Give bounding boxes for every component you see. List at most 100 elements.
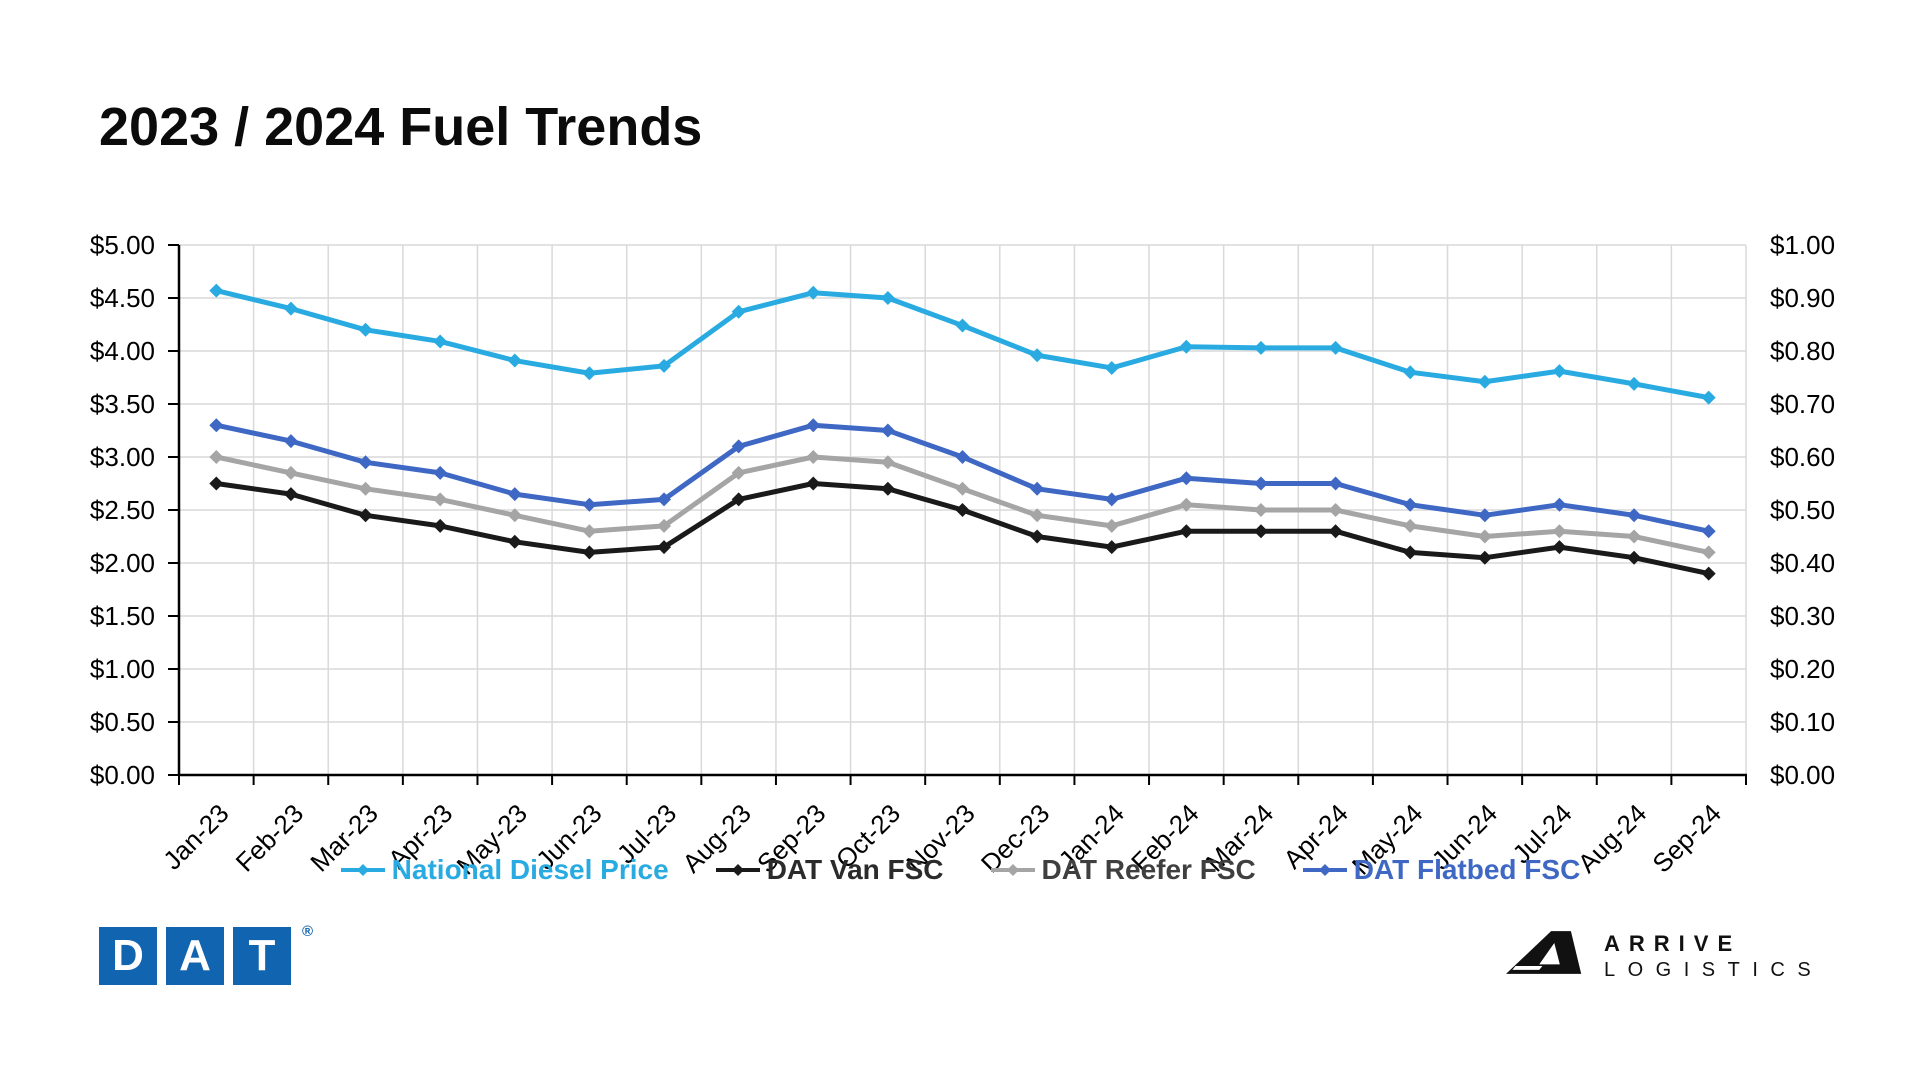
series-marker: [1253, 476, 1268, 491]
series-marker: [582, 366, 597, 381]
series-marker: [209, 283, 224, 298]
dat-letter: D: [112, 931, 144, 980]
series-marker: [1030, 508, 1045, 523]
series-marker: [1328, 503, 1343, 517]
series-marker: [806, 418, 821, 433]
series-marker: [283, 301, 298, 316]
y-axis-label-right: $0.40: [1770, 548, 1835, 578]
y-axis-label-left: $4.00: [90, 336, 155, 366]
series-marker: [1030, 348, 1045, 363]
series-marker: [1179, 497, 1194, 512]
series-marker: [507, 353, 522, 368]
series-marker: [657, 492, 672, 507]
series-marker: [1253, 340, 1268, 355]
arrive-logo-text: ARRIVE LOGISTICS: [1604, 931, 1823, 983]
series-line-dat-van-fsc: [213, 481, 1712, 577]
series-marker: [1552, 497, 1567, 512]
series-marker: [582, 524, 597, 539]
series-marker: [955, 481, 970, 496]
y-axis-label-right: $0.60: [1770, 442, 1835, 472]
series-marker: [582, 545, 597, 560]
series-marker: [1104, 492, 1119, 507]
series-line-national-diesel-price: [213, 288, 1712, 401]
y-axis-label-left: $0.50: [90, 707, 155, 737]
series-marker: [1552, 524, 1567, 539]
line-marker-icon: [340, 864, 385, 876]
series-marker: [880, 455, 895, 470]
registered-trademark-icon: ®: [302, 923, 314, 940]
legend-item-dat-reefer-fsc: DAT Reefer FSC: [990, 854, 1256, 886]
series-marker: [1477, 529, 1492, 544]
series-marker: [1328, 340, 1343, 355]
series-marker: [1104, 360, 1119, 375]
y-axis-label-left: $2.50: [90, 495, 155, 525]
arrive-logo-icon: [1506, 931, 1582, 974]
legend-item-national-diesel-price: National Diesel Price: [340, 854, 669, 886]
series-marker: [1701, 566, 1716, 581]
y-axis-label-left: $4.50: [90, 283, 155, 313]
series-marker: [806, 450, 821, 464]
series-marker: [358, 455, 373, 470]
series-marker: [1030, 481, 1045, 496]
series-marker: [209, 450, 224, 464]
series-marker: [731, 304, 746, 319]
series-marker: [1552, 540, 1567, 555]
series-marker: [507, 534, 522, 549]
series-marker: [433, 465, 448, 480]
series-marker: [955, 450, 970, 464]
series-marker: [433, 518, 448, 533]
arrive-logistics-logo: ARRIVE LOGISTICS: [1506, 931, 1823, 983]
line-marker-icon: [715, 864, 760, 876]
series-marker: [731, 439, 746, 454]
legend-label: DAT Van FSC: [766, 854, 944, 885]
series-marker: [209, 476, 224, 491]
y-axis-label-left: $0.00: [90, 760, 155, 790]
series-marker: [1701, 390, 1716, 405]
y-axis-label-left: $2.00: [90, 548, 155, 578]
series-marker: [1328, 476, 1343, 491]
series-marker: [283, 465, 298, 480]
legend-item-dat-van-fsc: DAT Van FSC: [715, 854, 944, 886]
chart-title: 2023 / 2024 Fuel Trends: [99, 97, 703, 157]
series-marker: [1701, 545, 1716, 560]
series-marker: [1627, 508, 1642, 523]
y-axis-label-right: $1.00: [1770, 230, 1835, 260]
series-marker: [806, 285, 821, 300]
series-marker: [657, 540, 672, 555]
y-axis-label-left: $3.00: [90, 442, 155, 472]
series-marker: [433, 492, 448, 507]
legend-item-dat-flatbed-fsc: DAT Flatbed FSC: [1302, 854, 1580, 886]
y-axis-label-right: $0.10: [1770, 707, 1835, 737]
series-marker: [1403, 365, 1418, 380]
series-line-dat-reefer-fsc: [213, 454, 1712, 555]
series-marker: [880, 481, 895, 496]
series-marker: [283, 434, 298, 449]
series-marker: [582, 497, 597, 512]
y-axis-label-right: $0.90: [1770, 283, 1835, 313]
series-line-dat-flatbed-fsc: [213, 422, 1712, 534]
y-axis-label-right: $0.80: [1770, 336, 1835, 366]
series-marker: [1403, 518, 1418, 533]
series-marker: [1253, 503, 1268, 517]
dat-logo: D A T ®: [99, 923, 313, 985]
series-marker: [358, 322, 373, 337]
series-marker: [1627, 529, 1642, 544]
series-marker: [358, 481, 373, 496]
series-marker: [1403, 545, 1418, 560]
line-marker-icon: [990, 864, 1035, 876]
series-marker: [1627, 550, 1642, 565]
dat-logo-square-t: T: [233, 927, 291, 985]
series-marker: [806, 476, 821, 491]
series-marker: [1179, 471, 1194, 486]
y-axis-label-right: $0.50: [1770, 495, 1835, 525]
chart-legend: National Diesel Price DAT Van FSC DAT Re…: [0, 854, 1920, 886]
series-marker: [731, 492, 746, 507]
series-marker: [1104, 540, 1119, 555]
logistics-wordmark: LOGISTICS: [1604, 959, 1824, 981]
legend-label: DAT Reefer FSC: [1041, 854, 1256, 885]
y-axis-label-right: $0.00: [1770, 760, 1835, 790]
dat-logo-square-a: A: [166, 927, 224, 985]
series-marker: [1253, 524, 1268, 539]
